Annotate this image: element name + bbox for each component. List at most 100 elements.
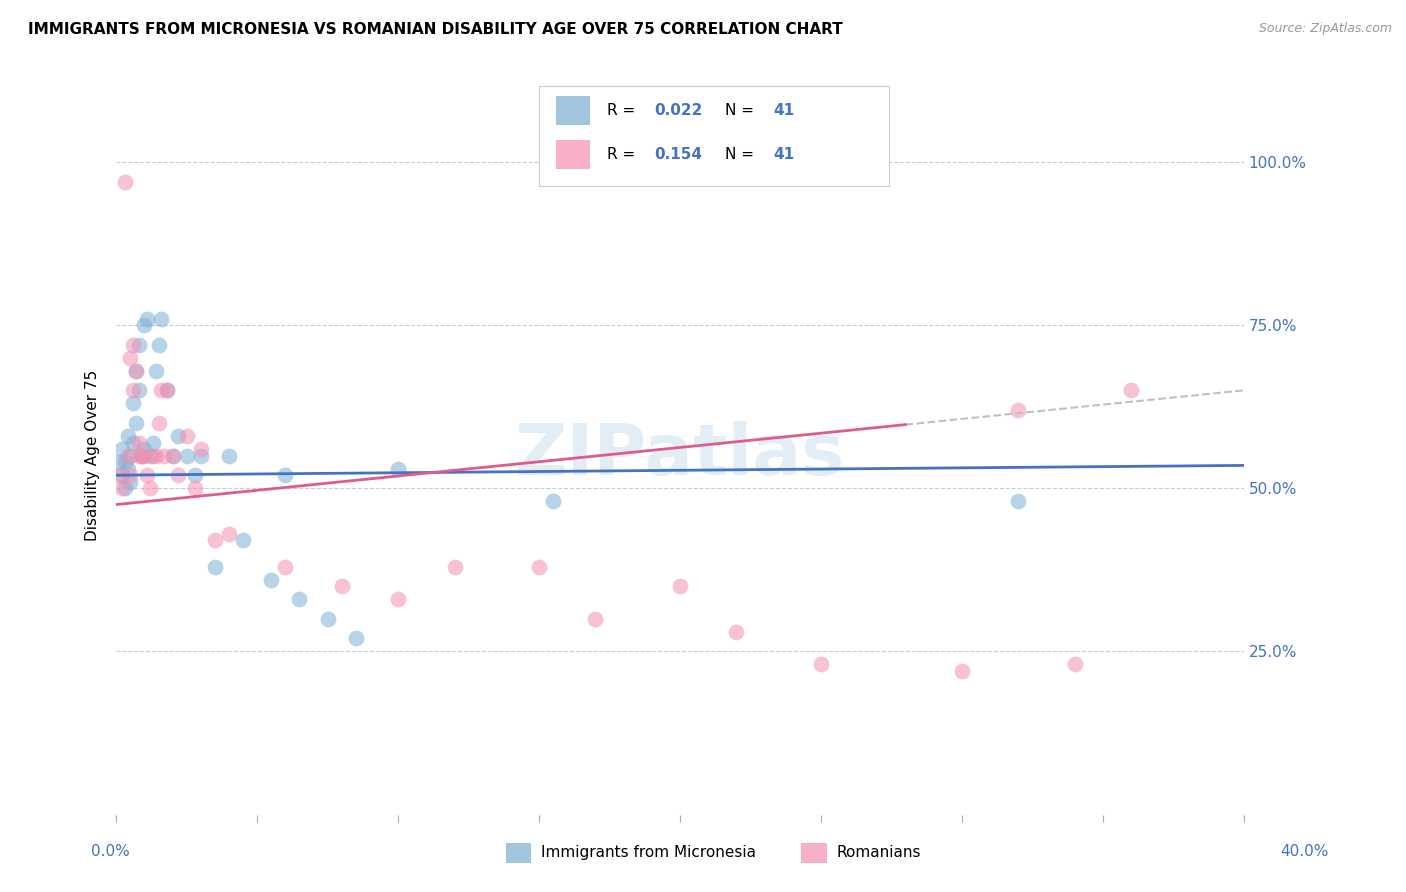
Point bbox=[122, 396, 145, 410]
Text: 40.0%: 40.0% bbox=[1281, 845, 1329, 859]
Point bbox=[274, 559, 297, 574]
Point bbox=[1119, 384, 1142, 398]
Point bbox=[120, 475, 142, 489]
Point bbox=[117, 461, 139, 475]
Point bbox=[1007, 403, 1029, 417]
Point bbox=[167, 468, 190, 483]
Point bbox=[190, 442, 212, 456]
Point bbox=[274, 468, 297, 483]
Point bbox=[150, 384, 173, 398]
Point bbox=[122, 337, 145, 351]
Point bbox=[131, 449, 153, 463]
Text: R =: R = bbox=[607, 103, 640, 118]
Point bbox=[122, 435, 145, 450]
Point bbox=[204, 533, 226, 548]
Point bbox=[527, 559, 550, 574]
Point bbox=[725, 624, 748, 639]
Point bbox=[176, 449, 198, 463]
Point bbox=[117, 449, 139, 463]
Point bbox=[139, 481, 162, 495]
Text: 41: 41 bbox=[773, 147, 794, 162]
Point bbox=[162, 449, 184, 463]
Y-axis label: Disability Age Over 75: Disability Age Over 75 bbox=[86, 370, 100, 541]
Text: Source: ZipAtlas.com: Source: ZipAtlas.com bbox=[1258, 22, 1392, 36]
Point bbox=[120, 351, 142, 365]
Point bbox=[108, 468, 131, 483]
Point bbox=[114, 174, 136, 188]
Point bbox=[136, 468, 159, 483]
Point bbox=[316, 612, 339, 626]
Point bbox=[344, 632, 367, 646]
Point bbox=[330, 579, 353, 593]
Point bbox=[148, 337, 170, 351]
Point bbox=[108, 455, 131, 469]
Point bbox=[136, 311, 159, 326]
Text: N =: N = bbox=[725, 103, 759, 118]
Point bbox=[153, 449, 176, 463]
Point bbox=[288, 592, 311, 607]
Text: Immigrants from Micronesia: Immigrants from Micronesia bbox=[541, 846, 756, 860]
Point bbox=[134, 449, 156, 463]
Point bbox=[150, 311, 173, 326]
Point bbox=[125, 364, 148, 378]
Point bbox=[111, 442, 134, 456]
Point bbox=[190, 449, 212, 463]
Point bbox=[125, 364, 148, 378]
Point bbox=[114, 481, 136, 495]
Point bbox=[387, 461, 409, 475]
Point bbox=[111, 481, 134, 495]
Point bbox=[128, 449, 150, 463]
Text: 0.154: 0.154 bbox=[654, 147, 702, 162]
Text: N =: N = bbox=[725, 147, 759, 162]
Point bbox=[387, 592, 409, 607]
Point bbox=[260, 573, 283, 587]
Text: Romanians: Romanians bbox=[837, 846, 921, 860]
Point bbox=[184, 468, 207, 483]
Point bbox=[218, 449, 240, 463]
Point bbox=[810, 657, 832, 672]
Point bbox=[125, 416, 148, 430]
Text: 41: 41 bbox=[773, 103, 794, 118]
Point bbox=[120, 449, 142, 463]
Point bbox=[162, 449, 184, 463]
Point bbox=[134, 318, 156, 332]
Point bbox=[1063, 657, 1085, 672]
Point bbox=[111, 468, 134, 483]
Point bbox=[1007, 494, 1029, 508]
Point bbox=[128, 435, 150, 450]
Text: 0.0%: 0.0% bbox=[91, 845, 131, 859]
Point bbox=[232, 533, 254, 548]
Point bbox=[950, 664, 973, 678]
Point bbox=[176, 429, 198, 443]
Point bbox=[145, 364, 167, 378]
FancyBboxPatch shape bbox=[555, 140, 591, 169]
Text: IMMIGRANTS FROM MICRONESIA VS ROMANIAN DISABILITY AGE OVER 75 CORRELATION CHART: IMMIGRANTS FROM MICRONESIA VS ROMANIAN D… bbox=[28, 22, 842, 37]
Point bbox=[585, 612, 607, 626]
Point bbox=[148, 416, 170, 430]
Point bbox=[128, 384, 150, 398]
Point bbox=[142, 435, 165, 450]
Point bbox=[131, 449, 153, 463]
Point bbox=[122, 384, 145, 398]
Point bbox=[204, 559, 226, 574]
Text: 0.022: 0.022 bbox=[654, 103, 703, 118]
Point bbox=[541, 494, 564, 508]
Point bbox=[128, 337, 150, 351]
Point bbox=[134, 442, 156, 456]
Point bbox=[142, 449, 165, 463]
Point bbox=[184, 481, 207, 495]
Text: R =: R = bbox=[607, 147, 640, 162]
FancyBboxPatch shape bbox=[538, 86, 889, 186]
Point bbox=[156, 384, 179, 398]
Text: ZIPatlas: ZIPatlas bbox=[515, 421, 845, 490]
Point bbox=[120, 468, 142, 483]
Point bbox=[167, 429, 190, 443]
Point bbox=[117, 429, 139, 443]
Point bbox=[443, 559, 465, 574]
FancyBboxPatch shape bbox=[555, 96, 591, 125]
Point bbox=[139, 449, 162, 463]
Point bbox=[218, 527, 240, 541]
Point bbox=[114, 455, 136, 469]
Point bbox=[669, 579, 692, 593]
Point bbox=[145, 449, 167, 463]
